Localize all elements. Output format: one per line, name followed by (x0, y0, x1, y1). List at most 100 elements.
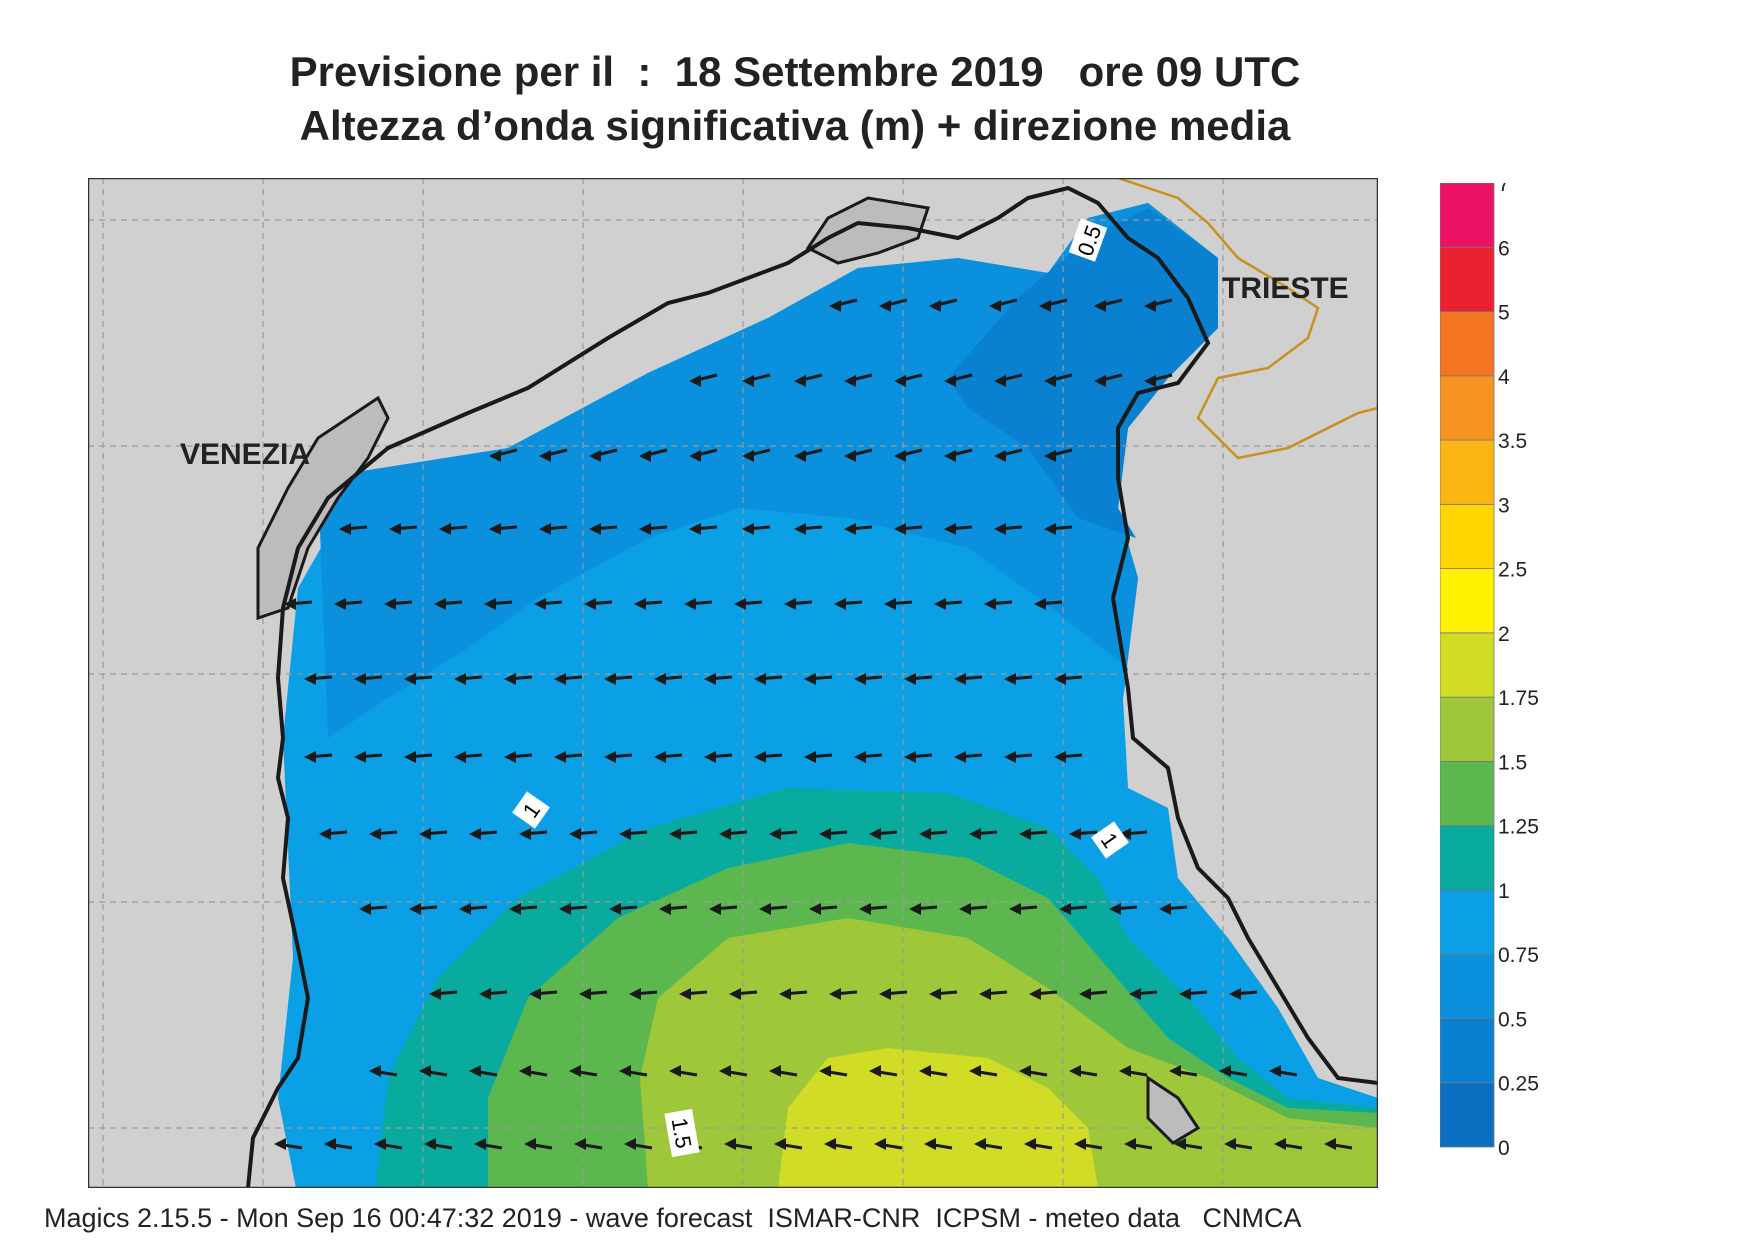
legend-swatch (1440, 1018, 1495, 1084)
wave-arrow-head (569, 828, 581, 840)
map-title: Previsione per il : 18 Settembre 2019 or… (289, 48, 1301, 95)
wave-arrow-head (434, 598, 446, 610)
legend-swatch (1440, 183, 1495, 248)
wave-arrow-head (689, 450, 701, 462)
wave-arrow-head (679, 988, 691, 1000)
wave-arrow-head (919, 1065, 931, 1077)
map-subtitle: Altezza d’onda significativa (m) + direz… (299, 102, 1291, 149)
wave-arrow-head (1079, 988, 1091, 1000)
wave-arrow-head (979, 988, 991, 1000)
legend-swatch (1440, 761, 1495, 827)
wave-arrow-head (909, 903, 921, 915)
wave-arrow-head (654, 673, 666, 685)
wave-arrow-head (809, 903, 821, 915)
legend-level-label: 7 (1498, 183, 1510, 196)
legend-level-label: 1.5 (1498, 751, 1527, 774)
wave-arrow-head (404, 673, 416, 685)
wave-arrow-head (489, 523, 501, 535)
wave-arrow-head (454, 673, 466, 685)
contour-label-1b: 1 (1091, 821, 1129, 859)
wave-arrow-head (1224, 1138, 1236, 1150)
wave-arrow-head (319, 828, 331, 840)
wave-arrow-head (1169, 1065, 1181, 1077)
wave-arrow-head (1219, 1065, 1231, 1077)
wave-arrow-head (994, 375, 1006, 387)
legend-swatch (1440, 439, 1495, 505)
wave-arrow-head (659, 903, 671, 915)
wave-arrow-head (429, 988, 441, 1000)
legend-level-label: 1 (1498, 880, 1510, 903)
wave-arrow-head (944, 523, 956, 535)
wave-arrow-head (454, 751, 466, 763)
wave-arrow-head (894, 375, 906, 387)
wave-arrow-head (519, 828, 531, 840)
wave-arrow-head (1069, 1065, 1081, 1077)
wave-arrow-head (1119, 828, 1131, 840)
wave-arrow-head (869, 1065, 881, 1077)
legend-level-label: 1.25 (1498, 816, 1539, 839)
legend-swatch (1440, 246, 1495, 312)
wave-arrow-head (504, 673, 516, 685)
wave-arrow-head (1044, 375, 1056, 387)
wave-arrow-head (419, 1065, 431, 1077)
wave-arrow-head (574, 1138, 586, 1150)
wave-arrow-head (529, 988, 541, 1000)
wave-arrow-head (689, 375, 701, 387)
wave-arrow-head (484, 598, 496, 610)
wave-arrow-head (634, 598, 646, 610)
wave-arrow-head (959, 903, 971, 915)
wave-arrow-head (539, 450, 551, 462)
wave-arrow-head (954, 673, 966, 685)
wave-arrow-head (1179, 988, 1191, 1000)
wave-arrow-head (1119, 1065, 1131, 1077)
wave-arrow-head (519, 1065, 531, 1077)
wave-arrow-head (539, 523, 551, 535)
wave-arrow-head (1124, 1138, 1136, 1150)
wave-arrow-head (784, 598, 796, 610)
wave-arrow-head (844, 523, 856, 535)
wave-arrow-head (929, 988, 941, 1000)
legend-swatch (1440, 311, 1495, 377)
wave-arrow-head (904, 751, 916, 763)
wave-arrow-head (779, 988, 791, 1000)
wave-arrow-head (819, 828, 831, 840)
legend-level-label: 4 (1498, 366, 1510, 389)
wave-arrow-head (1004, 751, 1016, 763)
wave-arrow-head (1039, 300, 1051, 312)
wave-arrow-head (1109, 903, 1121, 915)
wave-arrow-head (1024, 1138, 1036, 1150)
wave-arrow-head (944, 375, 956, 387)
legend-swatch (1440, 503, 1495, 570)
wave-arrow-head (989, 300, 1001, 312)
city-label-trieste: TRIESTE (1222, 272, 1349, 305)
wave-arrow-head (359, 903, 371, 915)
wave-arrow-head (559, 903, 571, 915)
legend-level-label: 0 (1498, 1137, 1510, 1160)
wave-arrow-head (794, 450, 806, 462)
wave-arrow-head (639, 523, 651, 535)
wave-arrow-head (609, 903, 621, 915)
wave-arrow-head (639, 450, 651, 462)
wave-arrow-head (589, 523, 601, 535)
wave-arrow-head (719, 828, 731, 840)
wave-arrow-head (629, 988, 641, 1000)
wave-arrow-head (844, 375, 856, 387)
legend-level-label: 2 (1498, 623, 1510, 646)
city-label-venezia: VENEZIA (180, 438, 311, 471)
wave-arrow-head (742, 375, 754, 387)
wave-arrow-head (969, 828, 981, 840)
wave-arrow-head (1269, 1065, 1281, 1077)
wave-arrow-head (1074, 1138, 1086, 1150)
wave-arrow-head (669, 1065, 681, 1077)
wave-arrow-head (954, 751, 966, 763)
contour-label-1a: 1 (512, 791, 550, 829)
wave-arrow-head (374, 1138, 386, 1150)
wave-arrow-head (894, 523, 906, 535)
wave-arrow-head (829, 300, 841, 312)
wave-arrow-head (554, 673, 566, 685)
wave-arrow-head (1054, 673, 1066, 685)
wave-arrow-head (894, 450, 906, 462)
wave-arrow-head (1054, 751, 1066, 763)
wave-arrow-head (769, 828, 781, 840)
wave-arrow-head (709, 903, 721, 915)
